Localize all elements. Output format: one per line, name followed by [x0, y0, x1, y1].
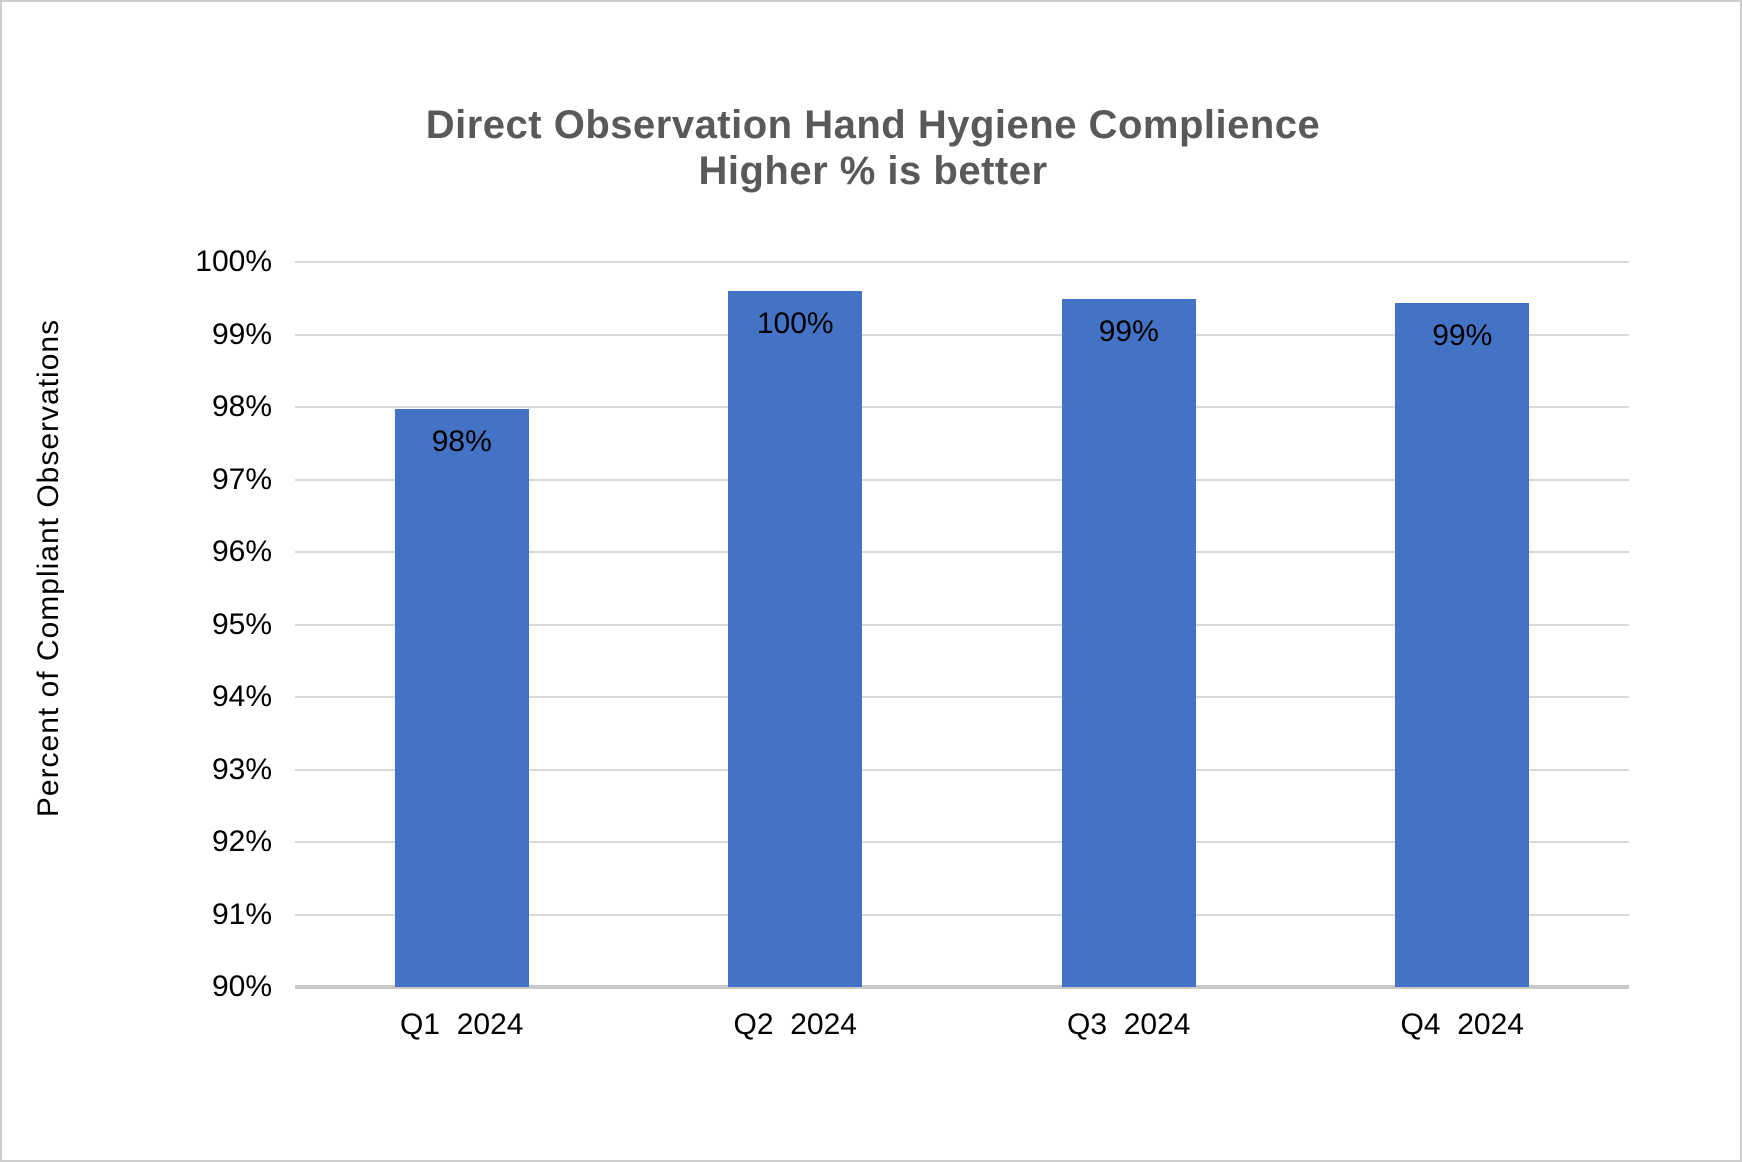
y-axis-tick-label: 93% [211, 752, 272, 786]
y-axis-tick-label: 99% [211, 317, 272, 351]
gridline [295, 623, 1629, 626]
gridline [295, 406, 1629, 408]
chart-subtitle: Higher % is better [698, 149, 1048, 193]
bar-value-label: 99% [1432, 319, 1493, 353]
x-axis-tick-label: Q1 2024 [400, 1008, 524, 1041]
bar-value-label: 99% [1098, 314, 1159, 348]
gridline [295, 333, 1629, 336]
y-axis-tick-label: 95% [211, 607, 272, 641]
chart-title: Direct Observation Hand Hygiene Complien… [425, 103, 1321, 147]
gridline [295, 841, 1629, 843]
y-axis-title: Percent of Compliant Observations [32, 318, 65, 818]
y-axis-tick-label: 94% [211, 680, 272, 713]
x-axis-baseline [295, 985, 1629, 989]
gridline [295, 913, 1629, 916]
x-axis-tick-label: Q2 2024 [733, 1008, 857, 1041]
bar-value-label: 98% [431, 425, 492, 459]
gridline [295, 478, 1629, 481]
y-axis-tick-label: 91% [211, 897, 272, 931]
y-axis-tick-label: 90% [211, 970, 272, 1003]
bar-q1-2024: 98% [394, 409, 529, 987]
gridline [295, 261, 1629, 263]
chart-title-block: Direct Observation Hand Hygiene Complien… [2, 102, 1740, 194]
y-axis-tick-label: 98% [211, 390, 272, 423]
bar-q2-2024: 100% [728, 291, 863, 987]
y-axis-tick-label: 92% [211, 825, 272, 858]
gridline [295, 768, 1629, 771]
gridline [295, 696, 1629, 698]
bar-q4-2024: 99% [1395, 303, 1530, 987]
y-axis-tick-label: 100% [195, 245, 272, 278]
bar-q3-2024: 99% [1061, 298, 1196, 987]
bar-value-label: 100% [756, 307, 834, 340]
x-axis-tick-label: Q4 2024 [1400, 1008, 1524, 1041]
plot-area: 98% 100% 99% 99% [295, 261, 1629, 989]
y-axis-tick-label: 97% [211, 462, 272, 496]
gridline [295, 551, 1629, 553]
y-axis-tick-label: 96% [211, 535, 272, 568]
x-axis-tick-label: Q3 2024 [1067, 1008, 1191, 1041]
